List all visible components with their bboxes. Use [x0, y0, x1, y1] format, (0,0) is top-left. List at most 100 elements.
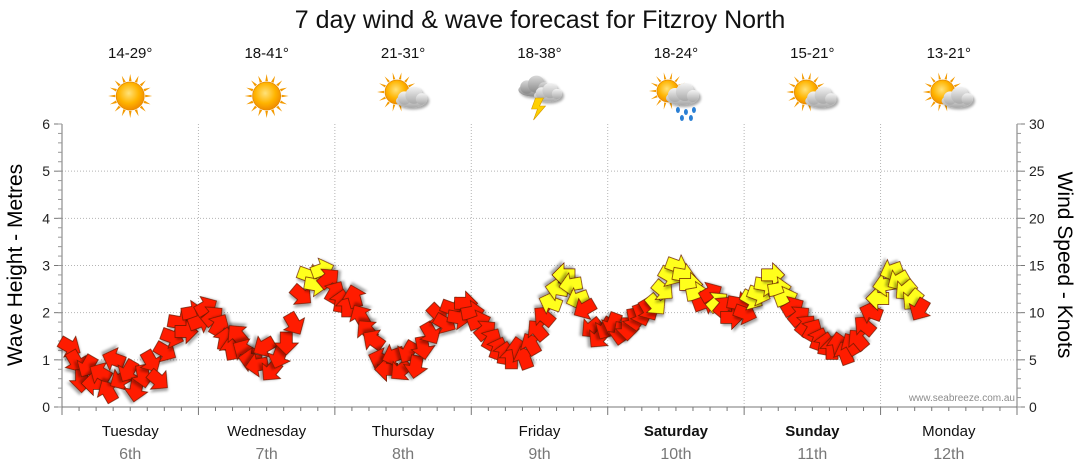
day-date: 12th [933, 446, 964, 463]
sun-ray [377, 90, 385, 94]
temperature-range: 18-24° [654, 45, 698, 62]
rain-drop [683, 109, 688, 115]
day-date: 10th [660, 446, 691, 463]
showers-icon [648, 72, 699, 121]
wind-arrow [273, 331, 300, 356]
day-labels: Tuesday 6th Wednesday 7th Thursday 8th Friday 9… [102, 423, 976, 463]
sun-ray [398, 72, 402, 80]
wind-arrow [288, 282, 312, 305]
wind-arrow [244, 352, 270, 378]
sun-ray [121, 75, 126, 83]
left-axis: 0 1 2 3 4 5 6 [42, 116, 62, 415]
wind-arrow [117, 358, 140, 382]
right-tick-label: 25 [1029, 163, 1045, 179]
sun-ray [279, 87, 287, 92]
left-tick-label: 6 [42, 116, 50, 132]
sun-ray [134, 75, 139, 83]
sun-ray [930, 101, 936, 108]
sun-ray [251, 80, 257, 87]
day-date: 9th [528, 446, 550, 463]
day-name: Saturday [644, 423, 709, 440]
sun-ray [788, 83, 796, 88]
wind-arrow [363, 329, 387, 352]
right-tick-label: 5 [1029, 352, 1037, 368]
right-axis: 0 5 10 15 20 25 30 [1017, 116, 1045, 415]
temperature-range: 18-38° [517, 45, 561, 62]
day-name: Thursday [372, 423, 435, 440]
sun-ray [128, 110, 132, 118]
rain-drop [688, 115, 693, 121]
sunny-icon [108, 74, 153, 118]
cloud [533, 82, 562, 102]
wind-arrow [419, 320, 442, 345]
wind-arrow [139, 348, 162, 373]
right-tick-label: 0 [1029, 399, 1037, 415]
sun-ray [271, 75, 276, 83]
sun-ray [674, 76, 680, 83]
sun-ray [793, 76, 800, 83]
sun-ray [384, 76, 390, 83]
sun-ray [786, 90, 794, 94]
sun-ray [279, 100, 287, 105]
sun-ray [143, 87, 151, 92]
sun-ray [808, 104, 811, 112]
left-tick-label: 4 [42, 210, 50, 226]
sun-ray [251, 105, 257, 112]
wind-arrow [282, 310, 306, 335]
temperature-range: 14-29° [108, 45, 152, 62]
sun-ray [384, 101, 390, 108]
wind-arrow [174, 318, 199, 345]
day-date: 7th [256, 446, 278, 463]
sun-ray [265, 74, 268, 82]
sun-ray [813, 76, 819, 83]
credit-text: www.seabreeze.com.au [908, 393, 1015, 404]
right-tick-label: 15 [1029, 258, 1045, 274]
left-tick-label: 2 [42, 305, 50, 321]
sun-rays [108, 74, 153, 118]
wind-arrow [643, 291, 666, 315]
sun-ray [246, 87, 254, 92]
left-tick-label: 5 [42, 163, 50, 179]
partly-cloudy-icon [377, 72, 428, 112]
sun-ray [801, 72, 805, 80]
chart-title: 7 day wind & wave forecast for Fitzroy N… [294, 6, 786, 34]
wind-arrow [102, 347, 127, 372]
sun-ray [109, 87, 117, 92]
left-tick-label: 0 [42, 399, 50, 415]
sun-ray [109, 100, 117, 105]
wind-arrow [538, 290, 564, 315]
sun-rays [244, 74, 289, 118]
cloud [941, 86, 973, 108]
sun-ray [404, 76, 410, 83]
sun-ray [114, 105, 121, 112]
temperature-range: 13-21° [927, 45, 971, 62]
sun-ray [392, 104, 396, 112]
sun-ray [656, 99, 662, 106]
wind-arrow [410, 335, 436, 360]
rain-drop [679, 115, 684, 121]
sun-ray [379, 83, 386, 88]
sun-ray [134, 109, 139, 117]
cloud [805, 86, 837, 108]
day-name: Monday [922, 423, 976, 440]
sun-ray [801, 104, 805, 112]
sun-ray [139, 105, 146, 112]
wind-arrow [720, 304, 745, 331]
cloud [395, 86, 428, 108]
right-tick-label: 10 [1029, 305, 1045, 321]
sun-ray [808, 72, 811, 80]
sun-disc [115, 81, 145, 111]
sun-ray [276, 105, 283, 112]
sun-ray [271, 109, 276, 117]
sun-ray [788, 96, 796, 101]
lightning-bolt [531, 97, 547, 121]
sun-ray [265, 110, 268, 118]
sun-ray [128, 74, 132, 82]
right-axis-label: Wind Speed - Knots [1053, 172, 1076, 359]
wind-arrow [402, 354, 429, 379]
partly-cloudy-icon [922, 72, 973, 112]
day-name: Wednesday [227, 423, 306, 440]
sun-ray [953, 83, 961, 88]
temperature-range: 15-21° [790, 45, 834, 62]
